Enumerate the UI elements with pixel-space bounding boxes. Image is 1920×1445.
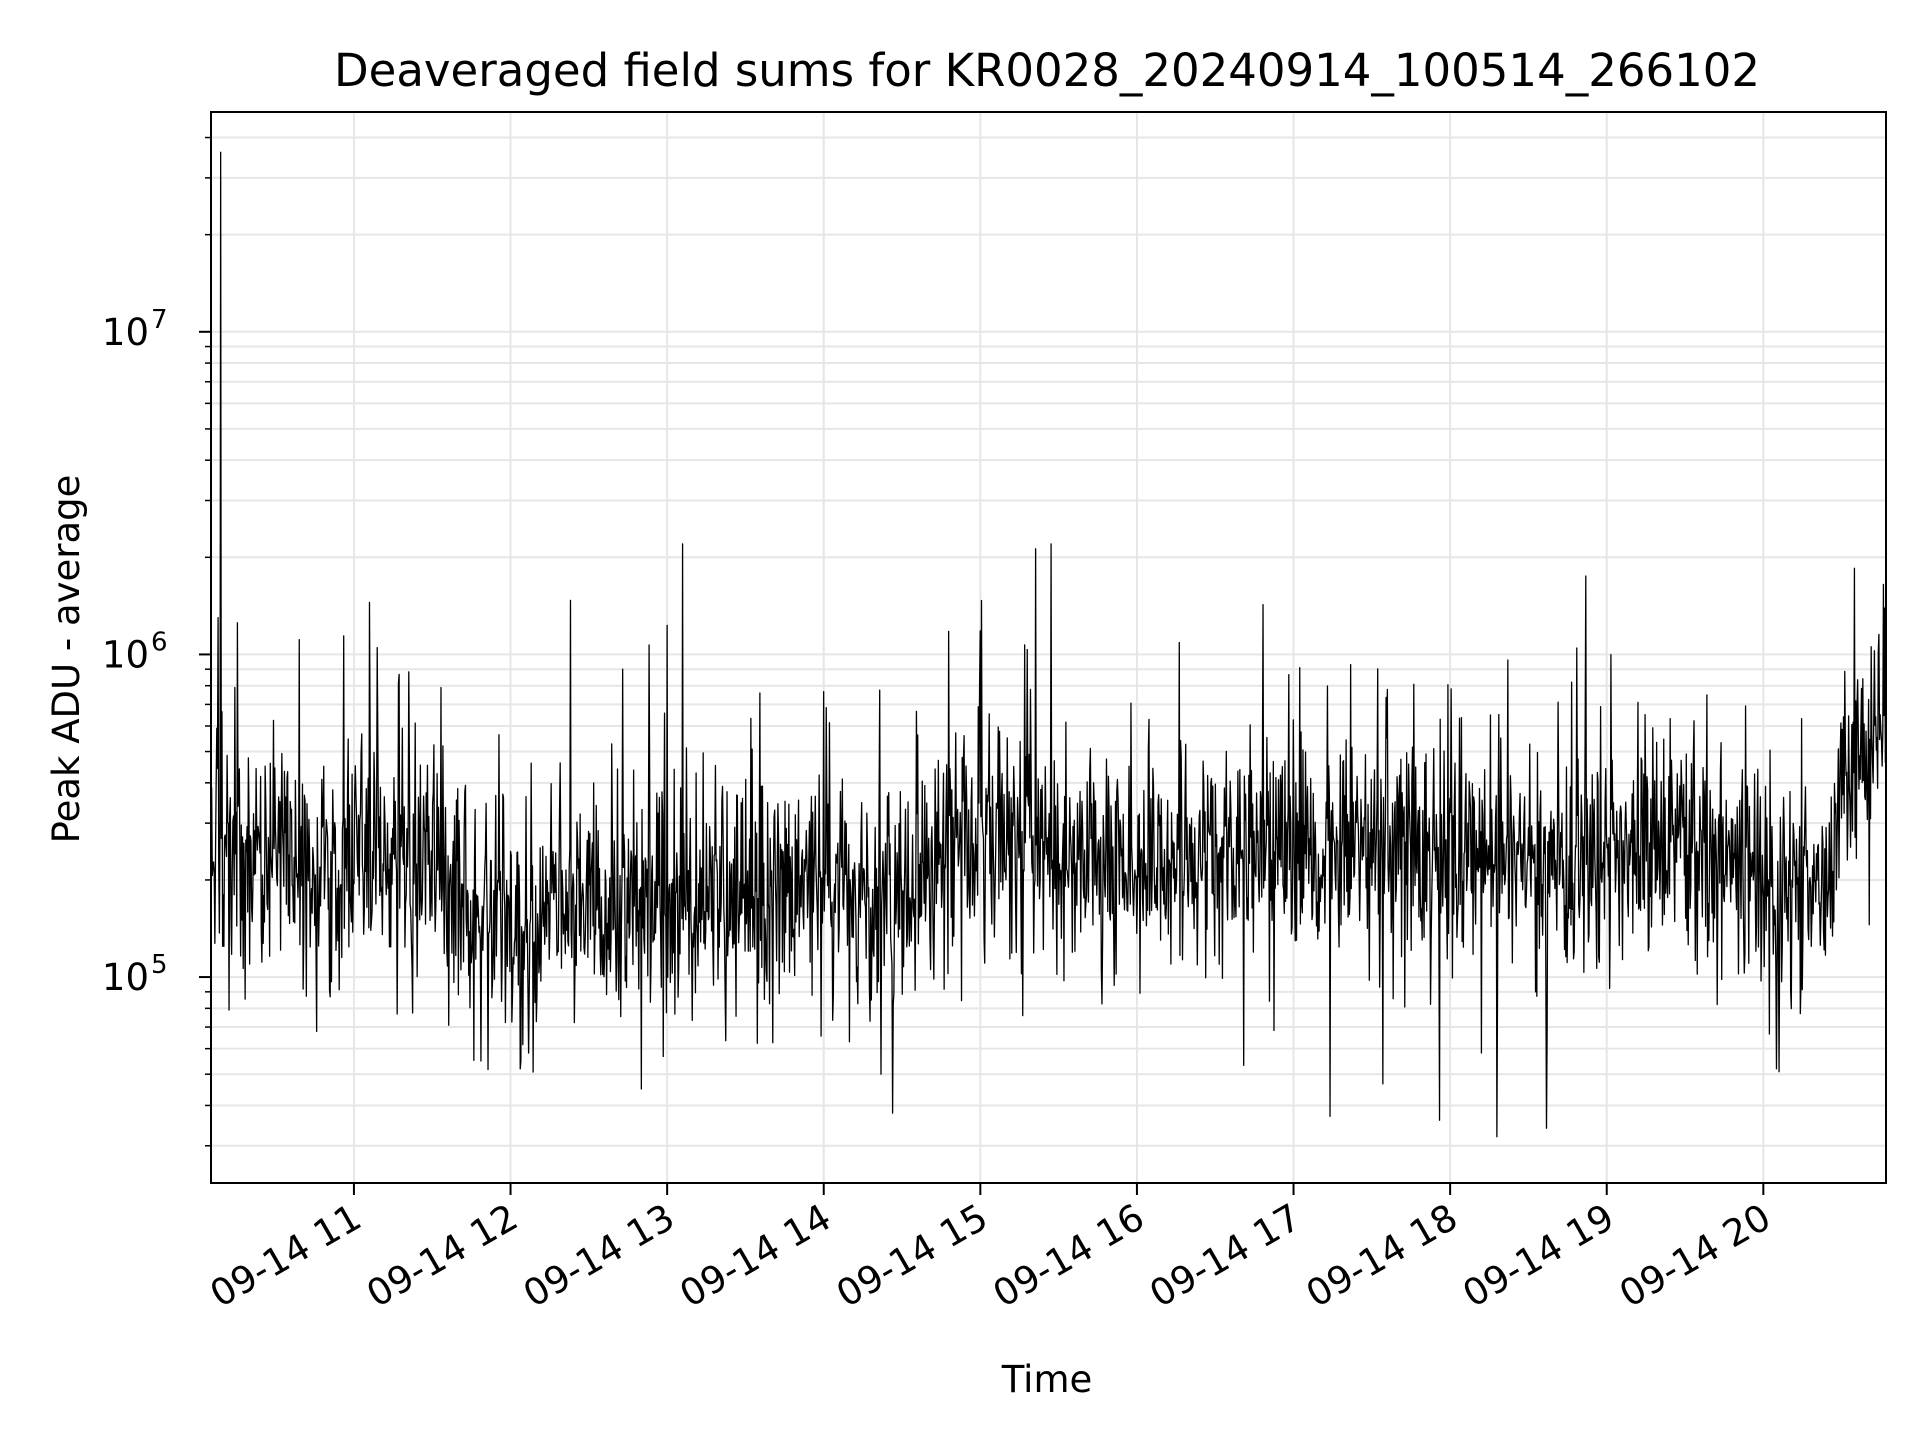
y-tick-base: 10 bbox=[102, 956, 149, 999]
series-line bbox=[210, 151, 1887, 1138]
y-tick-exponent: 5 bbox=[151, 950, 168, 980]
y-axis-label: Peak ADU - average bbox=[45, 475, 88, 844]
y-tick-base: 10 bbox=[102, 311, 149, 354]
x-axis-label: Time bbox=[1001, 1358, 1093, 1401]
y-tick-exponent: 6 bbox=[151, 627, 168, 657]
chart-title: Deaveraged field sums for KR0028_2024091… bbox=[334, 44, 1760, 97]
y-tick-label: 10 7 bbox=[102, 305, 168, 354]
y-tick-base: 10 bbox=[102, 633, 149, 676]
y-tick-label: 10 6 bbox=[102, 627, 168, 676]
data-series bbox=[210, 151, 1887, 1138]
y-tick-exponent: 7 bbox=[151, 305, 168, 335]
plot-frame bbox=[210, 111, 1887, 1184]
y-tick-label: 10 5 bbox=[102, 950, 168, 999]
